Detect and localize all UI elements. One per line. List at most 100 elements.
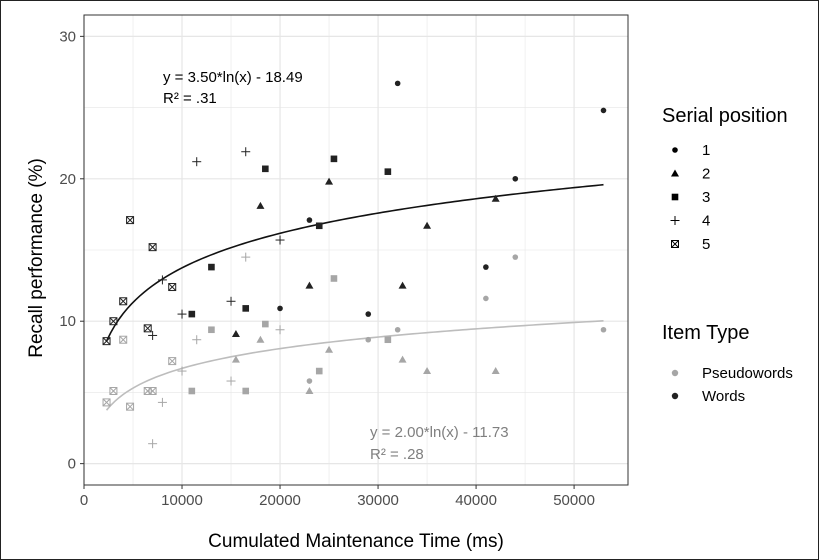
point-pseudowords-pos1 [365,336,372,343]
point-words-pos3 [384,168,392,175]
legend-label-serial-1: 1 [702,142,710,159]
point-words-pos4 [241,147,251,157]
axis-ticks: 0 10000 20000 30000 40000 50000 0 10 20 30 [59,28,595,509]
x-tick-label: 10000 [161,492,203,509]
point-words-pos2 [398,281,407,289]
point-words-pos3 [262,165,269,173]
y-tick-label: 0 [68,456,76,473]
y-tick-label: 30 [59,28,76,45]
point-pseudowords-pos4 [148,439,158,449]
legend-label-serial-2: 2 [702,166,710,183]
point-words-pos1 [600,107,607,114]
point-pseudowords-pos1 [306,378,313,384]
point-words-pos3 [242,305,250,312]
point-pseudowords-pos3 [384,336,392,344]
point-pseudowords-pos4 [275,325,285,335]
point-pseudowords-pos2 [231,355,240,363]
legend-key-circle [672,147,678,153]
point-words-pos5 [126,216,135,225]
legend-key-boxx [671,240,679,248]
legend-label-serial-4: 4 [702,213,710,230]
point-words-pos3 [315,222,323,230]
point-words-pos1 [394,80,401,87]
legend-item-type-title: Item Type [662,322,749,344]
point-pseudowords-pos2 [491,367,500,375]
point-words-pos1 [483,264,489,270]
plot-panel-border [83,14,629,486]
legend-key-triangle [671,169,679,177]
point-pseudowords-pos2 [325,345,334,353]
data-points [102,80,607,449]
point-words-pos3 [188,310,196,318]
point-words-pos5 [143,324,152,333]
point-pseudowords-pos4 [192,335,202,345]
point-words-pos3 [208,263,215,271]
words-fit-equation: y = 3.50*ln(x) - 18.49 [163,69,303,86]
point-pseudowords-pos4 [226,376,236,386]
legend-label-words: Words [702,388,745,405]
point-pseudowords-pos1 [483,295,489,302]
point-pseudowords-pos1 [512,254,519,260]
x-axis-title: Cumulated Maintenance Time (ms) [208,531,504,552]
point-words-pos4 [157,275,167,285]
point-pseudowords-pos2 [398,355,407,363]
words-fit-r2: R² = .31 [163,90,217,107]
fit-curve-pseudowords [105,320,604,411]
point-pseudowords-pos5 [109,387,118,395]
legend-label-serial-3: 3 [702,189,710,206]
point-pseudowords-pos3 [315,367,323,375]
point-words-pos5 [109,317,118,326]
point-words-pos3 [330,155,338,163]
fit-curve-words [105,183,604,342]
point-pseudowords-pos2 [256,335,265,343]
point-words-pos1 [512,175,519,182]
point-words-pos1 [306,217,313,223]
x-tick-label: 0 [80,492,88,509]
legend-serial-position: 1 2 3 4 5 [670,142,710,253]
pseudowords-fit-equation: y = 2.00*ln(x) - 11.73 [370,424,509,441]
legend-key-pseudowords [671,369,679,377]
point-words-pos4 [275,235,285,245]
point-words-pos5 [168,283,177,292]
point-pseudowords-pos1 [394,326,401,333]
point-words-pos2 [491,194,500,202]
point-words-pos5 [102,337,111,346]
point-pseudowords-pos5 [148,387,157,395]
point-pseudowords-pos5 [126,402,135,411]
point-words-pos4 [148,330,158,340]
legend-key-plus [670,216,680,225]
point-words-pos4 [226,296,236,306]
y-axis-title: Recall performance (%) [26,158,47,358]
point-words-pos5 [148,243,157,252]
pseudowords-fit-r2: R² = .28 [370,446,424,463]
point-pseudowords-pos1 [600,326,607,333]
point-pseudowords-pos2 [305,387,314,394]
point-words-pos2 [325,177,334,185]
point-pseudowords-pos3 [188,387,196,395]
point-pseudowords-pos5 [102,398,111,407]
point-words-pos1 [365,311,372,317]
legend-label-pseudowords: Pseudowords [702,365,793,382]
point-pseudowords-pos5 [168,357,177,366]
legend-key-square [671,193,679,201]
y-tick-label: 20 [59,171,76,188]
y-tick-label: 10 [59,313,76,330]
point-words-pos4 [192,157,202,167]
legend-label-serial-5: 5 [702,236,710,253]
point-words-pos4 [177,309,187,319]
point-pseudowords-pos2 [423,367,432,375]
legend-serial-position-title: Serial position [662,105,788,127]
point-words-pos2 [305,281,314,289]
point-words-pos2 [231,330,240,338]
point-pseudowords-pos3 [208,326,215,334]
point-pseudowords-pos3 [262,320,269,328]
legend-key-words [671,392,679,400]
point-pseudowords-pos5 [119,335,128,344]
x-tick-label: 40000 [455,492,497,509]
point-pseudowords-pos4 [177,366,187,376]
point-pseudowords-pos4 [241,252,251,262]
point-words-pos5 [119,297,128,306]
point-words-pos1 [277,305,283,312]
